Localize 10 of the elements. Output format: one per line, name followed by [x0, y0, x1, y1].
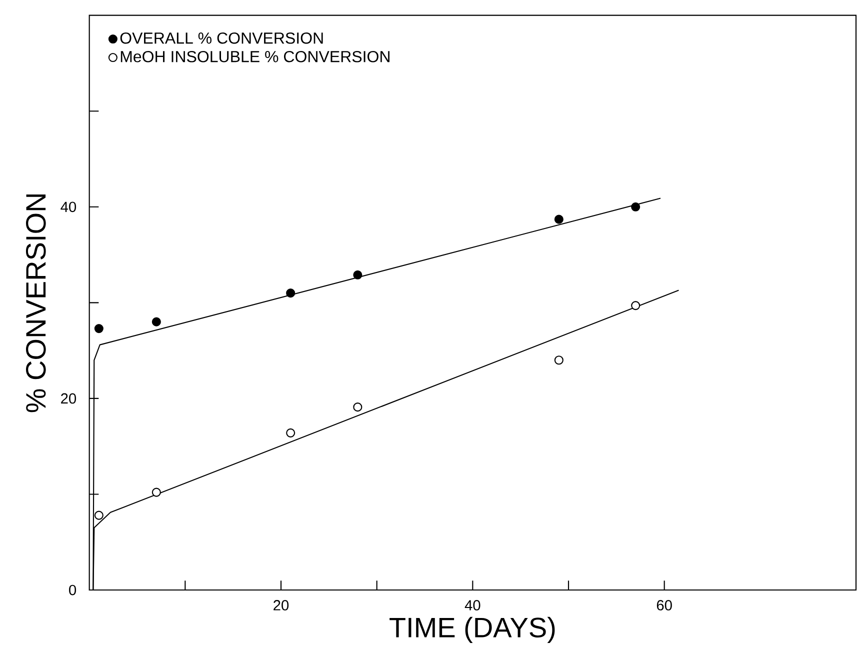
y-tick-label: 40	[60, 202, 76, 212]
legend-label: MeOH INSOLUBLE % CONVERSION	[120, 50, 390, 62]
y-tick-label: 20	[61, 393, 76, 404]
x-tick-label: 20	[274, 600, 289, 610]
x-axis-title: TIME (DAYS)	[390, 616, 555, 643]
x-tick-label: 40	[464, 600, 480, 610]
y-axis-title: % CONVERSION	[26, 194, 46, 412]
x-tick-label: 60	[656, 600, 672, 610]
legend-label: OVERALL % CONVERSION	[120, 32, 323, 44]
y-tick-label: 0	[69, 584, 76, 596]
